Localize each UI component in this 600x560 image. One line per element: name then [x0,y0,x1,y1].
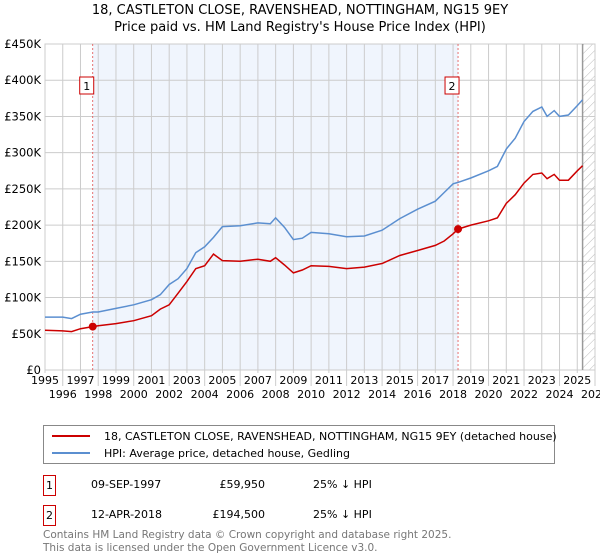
sale-date: 12-APR-2018 [91,508,163,521]
legend-label: HPI: Average price, detached house, Gedl… [104,446,350,460]
subtitle-line: Price paid vs. HM Land Registry's House … [114,20,486,35]
x-tick-label: 2014 [368,388,396,401]
x-tick-label: 1998 [84,388,112,401]
sale-row: 2 12-APR-2018 £194,500 25% ↓ HPI [43,505,443,526]
y-tick-label: £300K [4,146,41,160]
sale-point [454,225,463,234]
x-tick-label: 2002 [155,388,183,401]
annotation-box [444,76,460,95]
chart-svg: 1995199619971998199920002001200220032004… [4,37,600,401]
legend-swatch-blue [52,452,90,454]
sale-point [88,322,97,331]
legend-label: 18, CASTLETON CLOSE, RAVENSHEAD, NOTTING… [104,429,557,443]
legend-swatch-red [52,435,90,437]
x-tick-label: 1999 [102,374,130,387]
x-tick-label: 2019 [457,374,485,387]
y-tick-label: £350K [4,109,41,123]
price-line [44,165,584,333]
y-tick-label: £400K [4,73,41,87]
sale-date: 09-SEP-1997 [91,478,162,491]
x-tick-label: 2024 [546,388,574,401]
x-tick-label: 2016 [404,388,432,401]
sale-price: £59,950 [219,478,266,491]
x-tick-label: 2012 [333,388,361,401]
x-tick-label: 2025 [563,374,591,387]
x-tick-label: 2000 [120,388,148,401]
sale-price: £194,500 [212,508,266,521]
y-tick-label: £450K [4,37,41,51]
x-tick-label: 2006 [226,388,254,401]
x-tick-label: 1997 [66,374,94,387]
x-tick-label: 2011 [315,374,343,387]
x-tick-label: 2020 [475,388,503,401]
x-tick-label: 2004 [191,388,219,401]
footer-line: This data is licensed under the Open Gov… [43,542,378,554]
legend: 18, CASTLETON CLOSE, RAVENSHEAD, NOTTING… [43,425,557,464]
y-tick-label: £100K [4,291,41,305]
sale-marker-label: 1 [43,475,56,496]
x-tick-label: 2007 [244,374,272,387]
hpi-line [45,99,584,320]
x-tick-label: 2010 [297,388,325,401]
sale-row: 1 09-SEP-1997 £59,950 25% ↓ HPI [43,475,443,496]
future-hatch [582,44,595,370]
sale-marker-label: 2 [43,505,56,526]
annotation-label: 2 [449,80,456,93]
plot-border [44,43,596,371]
y-tick-label: £150K [4,254,41,268]
x-tick-label: 2026 [581,388,600,401]
chart-title: 18, CASTLETON CLOSE, RAVENSHEAD, NOTTING… [0,2,600,36]
sale-hpi-diff: 25% ↓ HPI [313,508,372,521]
x-tick-label: 2005 [208,374,236,387]
x-tick-label: 2018 [439,388,467,401]
x-tick-label: 2009 [279,374,307,387]
annotation-box [79,76,95,95]
y-tick-label: £200K [4,218,41,232]
x-tick-label: 2003 [173,374,201,387]
x-tick-label: 1996 [49,388,77,401]
x-tick-label: 1995 [31,374,59,387]
legend-item-property: 18, CASTLETON CLOSE, RAVENSHEAD, NOTTING… [52,427,557,445]
footer-line: Contains HM Land Registry data © Crown c… [43,529,452,541]
y-tick-label: £0 [26,363,41,377]
x-tick-label: 2021 [492,374,520,387]
x-tick-label: 2022 [510,388,538,401]
annotation-label: 1 [83,80,90,93]
x-tick-label: 2008 [262,388,290,401]
x-tick-label: 2023 [528,374,556,387]
sale-hpi-diff: 25% ↓ HPI [313,478,372,491]
legend-item-hpi: HPI: Average price, detached house, Gedl… [52,444,350,462]
y-tick-label: £50K [12,327,42,341]
y-tick-label: £250K [4,182,41,196]
x-tick-label: 2015 [386,374,414,387]
x-tick-label: 2017 [421,374,449,387]
title-line: 18, CASTLETON CLOSE, RAVENSHEAD, NOTTING… [91,3,509,18]
x-tick-label: 2013 [350,374,378,387]
footer: Contains HM Land Registry data © Crown c… [43,529,451,555]
x-tick-label: 2001 [137,374,165,387]
